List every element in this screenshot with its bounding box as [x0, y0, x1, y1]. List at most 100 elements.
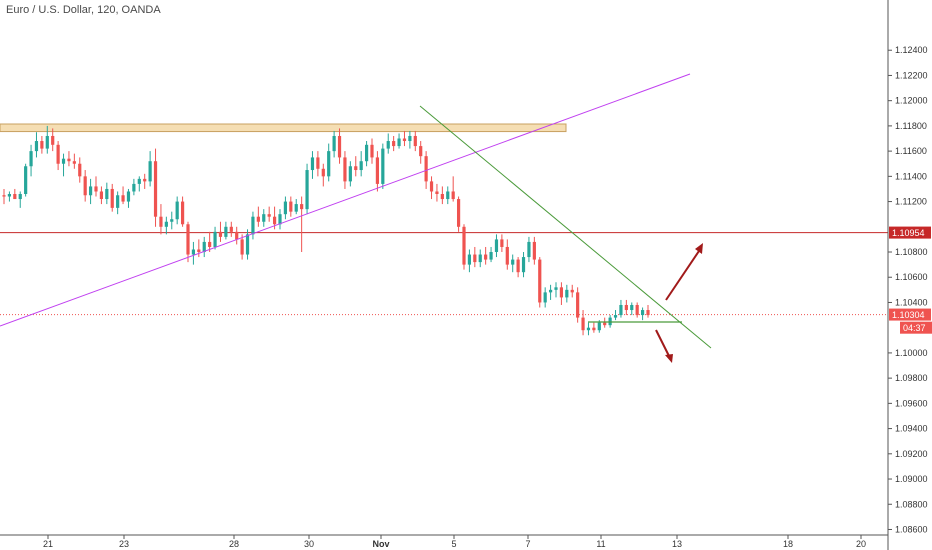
candle [267, 206, 271, 222]
candle-body [143, 178, 147, 182]
candle-body [251, 216, 255, 235]
candle [289, 196, 293, 217]
candle [408, 130, 412, 149]
x-tick-label: 20 [856, 539, 866, 549]
candle-body [603, 322, 607, 326]
candle [262, 209, 266, 227]
candle-body [446, 191, 450, 200]
candle-body [435, 191, 439, 194]
x-tick-label: 13 [672, 539, 682, 549]
candle [462, 224, 466, 270]
candle-body [262, 214, 266, 222]
candle [386, 133, 390, 154]
candle-body [34, 141, 39, 152]
candle [516, 257, 520, 278]
candle [392, 135, 396, 152]
candle-body [559, 287, 564, 298]
candle-body [375, 157, 380, 184]
candle [218, 221, 223, 242]
candle-body [235, 231, 239, 240]
candle-body [337, 135, 342, 158]
candle [126, 188, 131, 208]
candle [116, 191, 120, 215]
price-label-text: 04:37 [903, 323, 926, 333]
candle [402, 130, 407, 147]
candle-body [197, 249, 201, 253]
x-tick-label: 30 [304, 539, 314, 549]
candle [489, 246, 493, 263]
candle [278, 209, 282, 230]
candle [56, 141, 60, 171]
candle-body [392, 141, 396, 147]
candle [316, 151, 320, 177]
candle-body [565, 289, 569, 298]
resistance-zone[interactable] [0, 123, 567, 133]
candle-body [348, 166, 352, 182]
candle-body [99, 191, 104, 200]
candle-body [272, 216, 277, 225]
candle-body [40, 141, 44, 149]
candle-body [267, 214, 271, 217]
candle-body [478, 254, 482, 263]
candle [94, 176, 98, 197]
candle [208, 231, 212, 253]
x-tick-label: 21 [43, 539, 53, 549]
candle-body [456, 199, 461, 227]
candle [170, 211, 174, 230]
candle [543, 287, 547, 308]
candle-body [67, 158, 71, 162]
candle [40, 135, 44, 154]
candle [251, 211, 255, 240]
candle [348, 161, 352, 187]
candle [121, 186, 125, 205]
candle [180, 196, 185, 227]
candle [435, 183, 439, 202]
candle-body [61, 158, 66, 164]
price-label: 1.10304 [889, 308, 931, 321]
candle [603, 317, 607, 328]
candle [359, 151, 363, 177]
candle-body [208, 241, 212, 247]
candle-body [305, 170, 309, 210]
candle [67, 151, 71, 167]
y-tick-label: 1.10600 [895, 272, 928, 282]
candle [159, 204, 163, 235]
candle-body [586, 327, 591, 331]
y-tick-label: 1.10400 [895, 297, 928, 307]
breakout-up-arrow[interactable] [665, 243, 703, 301]
y-axis-ticks: 1.12400 1.12200 1.12000 1.11800 1.11600 1.114… [888, 45, 928, 534]
y-tick-label: 1.12400 [895, 45, 928, 55]
candle-body [640, 310, 645, 316]
candle-body [402, 138, 407, 142]
candle-body [548, 289, 553, 293]
y-tick-label: 1.09000 [895, 474, 928, 484]
candle-body [278, 214, 282, 225]
candle [494, 234, 499, 258]
candle [224, 221, 228, 240]
breakdown-down-arrow[interactable] [655, 329, 673, 363]
candle [321, 163, 325, 187]
candle [229, 221, 233, 237]
descending-trend-line[interactable] [419, 105, 712, 349]
candle-body [619, 304, 623, 316]
candle [110, 183, 114, 212]
candle [554, 282, 558, 298]
candle-body [88, 186, 93, 196]
candle-body [635, 304, 639, 316]
candle [608, 315, 612, 328]
candle-body [18, 194, 22, 200]
candle-body [473, 254, 477, 263]
y-tick-label: 1.08600 [895, 524, 928, 534]
ascending-trend-line[interactable] [0, 73, 691, 327]
chart-title: Euro / U.S. Dollar, 120, OANDA [6, 4, 161, 16]
candle [240, 234, 244, 260]
candle [13, 188, 17, 200]
price-label-bg [889, 308, 931, 321]
candle-body [429, 181, 434, 192]
candle [375, 151, 380, 192]
candle [467, 249, 472, 273]
candle-body [191, 249, 196, 255]
candle-body [332, 135, 336, 152]
candle-body [218, 231, 223, 237]
